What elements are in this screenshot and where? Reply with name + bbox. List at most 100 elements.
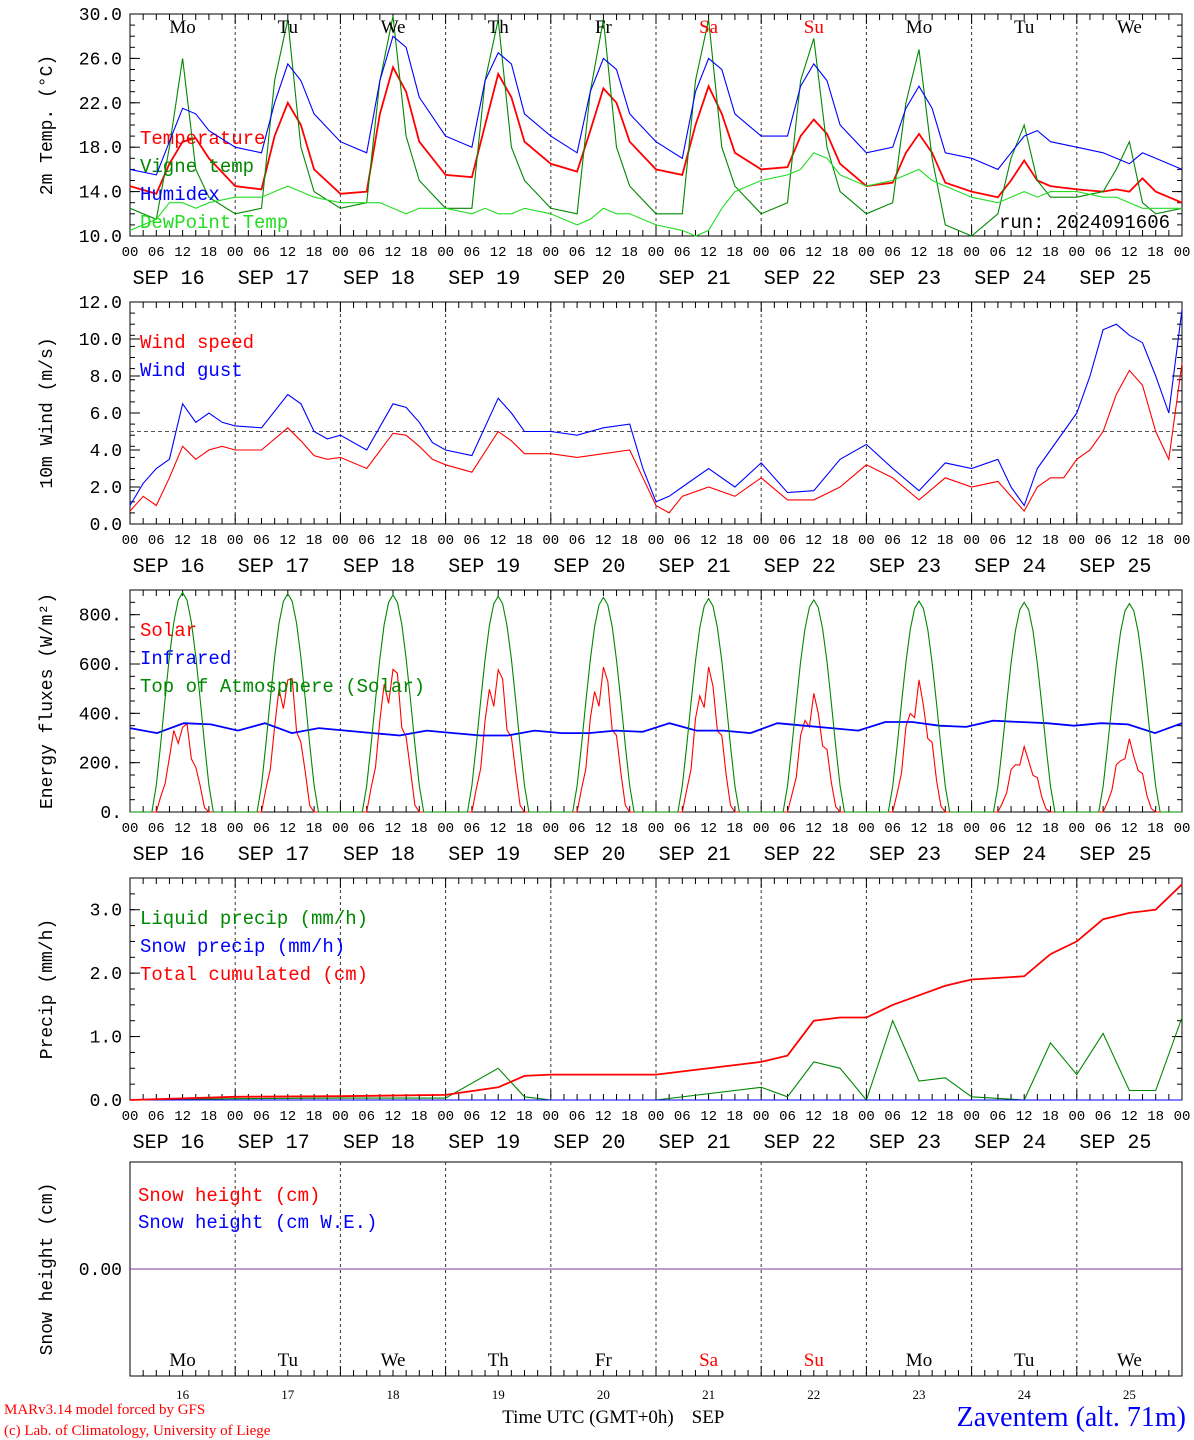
x-date-label: SEP 18 [343,1132,415,1155]
weekday-label: Mo [169,1350,195,1371]
x-date-label: SEP 17 [238,844,310,867]
x-hour-label: 00 [437,1109,454,1125]
x-hour-label: 00 [648,245,665,261]
weekday-label: Th [488,1350,510,1371]
series-line-total-cumulated-cm- [129,883,1183,1101]
x-hour-label: 12 [911,533,928,549]
x-hour-label: 12 [595,1109,612,1125]
x-hour-label: 18 [937,533,954,549]
x-hour-label: 00 [753,245,770,261]
x-hour-label: 00 [332,1109,349,1125]
x-hour-label: 06 [358,533,375,549]
weekday-label: Tu [1014,17,1035,38]
x-hour-label: 06 [253,245,270,261]
x-date-label: SEP 22 [764,1132,836,1155]
x-hour-label: 12 [385,533,402,549]
x-hour-label: 00 [542,245,559,261]
x-date-label: SEP 16 [133,844,205,867]
weekday-label: Tu [278,17,299,38]
x-hour-label: 06 [358,821,375,837]
x-hour-label: 06 [569,533,586,549]
x-hour-label: 00 [858,821,875,837]
x-hour-label: 18 [516,533,533,549]
x-hour-label: 18 [1042,533,1059,549]
x-hour-label: 12 [805,1109,822,1125]
x-hour-label: 06 [884,821,901,837]
x-hour-label: 00 [1068,533,1085,549]
y-tick-label: 200. [79,755,122,775]
weekday-label: Mo [169,17,195,38]
x-hour-label: 06 [1095,1109,1112,1125]
x-hour-label: 06 [253,821,270,837]
x-hour-label: 12 [279,245,296,261]
y-tick-label: 400. [79,705,122,725]
legend-entry: Wind speed [140,332,254,354]
x-hour-label: 00 [858,1109,875,1125]
x-hour-label: 12 [1121,533,1138,549]
series-line-wind-gust [129,309,1183,507]
x-hour-label: 00 [963,245,980,261]
x-hour-label: 00 [1068,245,1085,261]
x-hour-label: 18 [306,1109,323,1125]
legend-entry: Infrared [140,648,231,670]
x-hour-label: 00 [122,245,139,261]
lab-credit: (c) Lab. of Climatology, University of L… [4,1423,271,1439]
x-hour-label: 06 [989,245,1006,261]
x-hour-label: 18 [726,1109,743,1125]
x-hour-label: 12 [279,533,296,549]
x-hour-label: 18 [621,821,638,837]
x-hour-label: 00 [227,245,244,261]
x-date-label: SEP 25 [1079,844,1151,867]
day-number-label: 25 [1123,1387,1136,1402]
series-line-liquid-precip-mm-h- [129,1017,1183,1102]
x-hour-label: 00 [1174,245,1191,261]
x-hour-label: 18 [621,1109,638,1125]
x-hour-label: 06 [1095,245,1112,261]
x-date-label: SEP 19 [448,1132,520,1155]
x-hour-label: 06 [463,533,480,549]
x-hour-label: 00 [1068,1109,1085,1125]
x-hour-label: 18 [1042,1109,1059,1125]
x-hour-label: 18 [200,245,217,261]
x-hour-label: 12 [1121,1109,1138,1125]
x-hour-label: 06 [779,245,796,261]
x-hour-label: 00 [858,533,875,549]
x-hour-label: 12 [911,821,928,837]
day-number-label: 19 [492,1387,505,1402]
x-hour-label: 12 [805,533,822,549]
x-hour-label: 06 [779,1109,796,1125]
y-tick-label: 1.0 [90,1029,122,1049]
legend-entry: Humidex [140,184,220,206]
x-date-label: SEP 17 [238,268,310,291]
x-hour-label: 18 [200,1109,217,1125]
series-line-infrared [129,719,1183,737]
x-hour-label: 18 [306,821,323,837]
x-date-label: SEP 16 [133,1132,205,1155]
x-hour-label: 00 [332,245,349,261]
x-date-label: SEP 21 [659,844,731,867]
x-date-label: SEP 19 [448,556,520,579]
weekday-label: Mo [906,1350,932,1371]
legend-entry: Solar [140,620,197,642]
x-hour-label: 12 [385,245,402,261]
x-hour-label: 18 [306,533,323,549]
x-hour-label: 06 [674,821,691,837]
x-hour-label: 18 [516,821,533,837]
x-hour-label: 00 [227,821,244,837]
weekday-label: We [381,17,406,38]
x-hour-label: 06 [148,821,165,837]
weekday-label: Fr [595,1350,613,1371]
x-hour-label: 00 [1174,533,1191,549]
x-hour-label: 12 [385,821,402,837]
day-number-label: 17 [281,1387,295,1402]
x-hour-label: 00 [122,533,139,549]
x-date-label: SEP 19 [448,844,520,867]
x-hour-label: 06 [358,245,375,261]
x-hour-label: 18 [937,821,954,837]
x-hour-label: 12 [595,245,612,261]
x-hour-label: 00 [227,1109,244,1125]
x-hour-label: 12 [911,1109,928,1125]
day-number-label: 20 [597,1387,610,1402]
legend-entry: Total cumulated (cm) [140,964,368,986]
day-number-label: 21 [702,1387,715,1402]
